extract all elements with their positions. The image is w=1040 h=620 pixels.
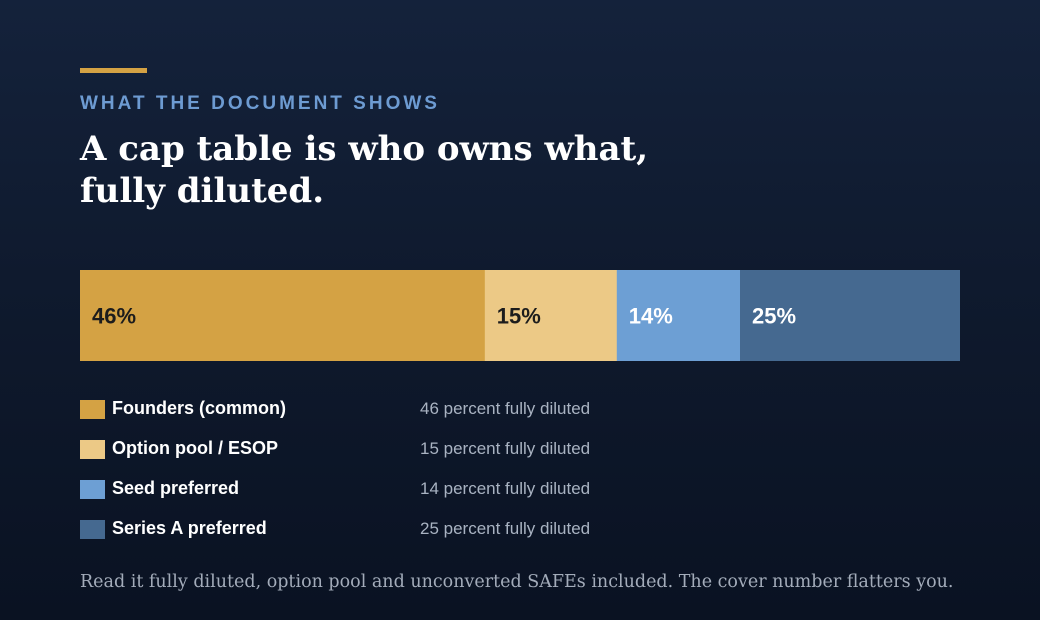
footnote: Read it fully diluted, option pool and u…: [80, 572, 954, 592]
stacked-bar-svg: 46% 15% 14% 25%: [80, 270, 960, 361]
bar-segment-2: [484, 270, 618, 361]
bar-segment-label-4: 25%: [752, 304, 796, 329]
page-title: A cap table is who owns what, fully dilu…: [80, 128, 780, 212]
bar-segment-label-1: 46%: [92, 304, 136, 329]
legend-item: Seed preferred 14 percent fully diluted: [80, 476, 680, 516]
legend-swatch: [80, 400, 105, 419]
stacked-bar-chart: 46% 15% 14% 25%: [80, 270, 960, 361]
legend-swatch: [80, 440, 105, 459]
legend-item: Series A preferred 25 percent fully dilut…: [80, 516, 680, 556]
legend-description: 46 percent fully diluted: [420, 399, 591, 418]
legend-label: Series A preferred: [112, 518, 267, 538]
bar-segment-4: [740, 270, 960, 361]
legend-label: Seed preferred: [112, 478, 240, 498]
bar-segment-1: [80, 270, 486, 361]
legend-swatch: [80, 480, 105, 499]
bar-segment-label-3: 14%: [629, 304, 673, 329]
bar-segment-label-2: 15%: [497, 304, 541, 329]
legend-item: Founders (common) 46 percent fully dilute…: [80, 396, 680, 436]
eyebrow-label: WHAT THE DOCUMENT SHOWS: [80, 93, 440, 114]
legend-description: 15 percent fully diluted: [420, 439, 591, 458]
title-line-1: A cap table is who owns what,: [80, 129, 649, 169]
legend-item: Option pool / ESOP 15 percent fully dilut…: [80, 436, 680, 476]
title-line-2: fully diluted.: [80, 171, 325, 211]
legend-label: Option pool / ESOP: [112, 438, 278, 458]
chart-legend: Founders (common) 46 percent fully dilute…: [80, 396, 680, 556]
legend-description: 25 percent fully diluted: [420, 519, 591, 538]
bar-segment-3: [616, 270, 741, 361]
legend-description: 14 percent fully diluted: [420, 479, 591, 498]
legend-swatch: [80, 520, 105, 539]
legend-label: Founders (common): [112, 398, 286, 418]
accent-rule: [80, 68, 147, 73]
